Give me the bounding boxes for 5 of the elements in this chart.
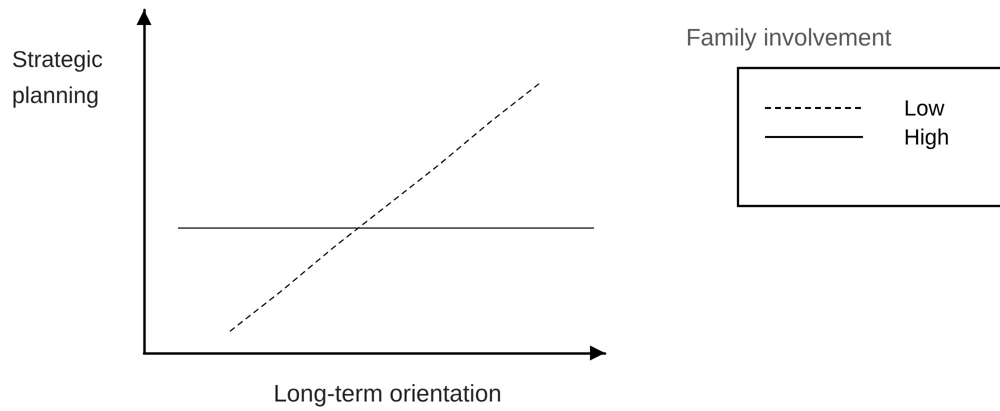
legend-title: Family involvement xyxy=(686,24,892,52)
y-axis-title: Strategic planning xyxy=(12,46,110,108)
legend-label: Low xyxy=(904,96,944,120)
legend-label: High xyxy=(904,124,950,150)
x-axis-title: Long-term orientation xyxy=(273,380,502,408)
